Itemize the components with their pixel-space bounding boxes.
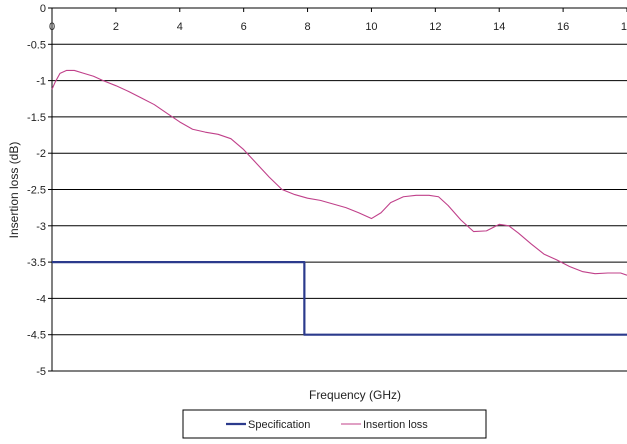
y-tick-label: -4.5 (27, 330, 46, 342)
series-line-specification (52, 261, 627, 336)
y-tick-label: -3 (36, 221, 46, 233)
legend: Specification Insertion loss (182, 409, 487, 439)
y-tick-label: -2 (36, 148, 46, 160)
y-tick-label: 0 (40, 3, 46, 15)
y-tick-label: -1.5 (27, 112, 46, 124)
y-tick-label: -5 (36, 366, 46, 378)
x-tick-label: 6 (241, 21, 247, 33)
y-tick-label: -1 (36, 76, 46, 88)
plot-border (48, 7, 627, 372)
y-tick-label: -4 (36, 293, 46, 305)
x-tick-label: 12 (429, 21, 441, 33)
series-layer (51, 69, 627, 336)
legend-label: Specification (248, 419, 310, 431)
x-axis-label: Frequency (GHz) (309, 388, 401, 402)
x-tick-label: 4 (177, 21, 183, 33)
legend-label: Insertion loss (363, 419, 428, 431)
x-tick-label: 2 (113, 21, 119, 33)
x-tick-label: 8 (304, 21, 310, 33)
y-tick-label: -2.5 (27, 185, 46, 197)
x-tick-label: 18 (621, 21, 627, 33)
grid-lines (52, 43, 627, 372)
y-axis-label: Insertion loss (dB) (7, 142, 21, 239)
x-tick-label: 16 (557, 21, 569, 33)
series-line-insertion-loss (51, 69, 627, 276)
x-tick-label: 14 (493, 21, 505, 33)
x-tick-labels: 0 2 4 6 8 10 12 14 16 18 (49, 21, 627, 33)
y-tick-label: -0.5 (27, 39, 46, 51)
x-tick-label: 0 (49, 21, 55, 33)
x-tick-label: 10 (365, 21, 377, 33)
y-tick-labels: 0 -0.5 -1 -1.5 -2 -2.5 -3 -3.5 -4 -4.5 -5 (27, 3, 46, 378)
y-tick-label: -3.5 (27, 257, 46, 269)
